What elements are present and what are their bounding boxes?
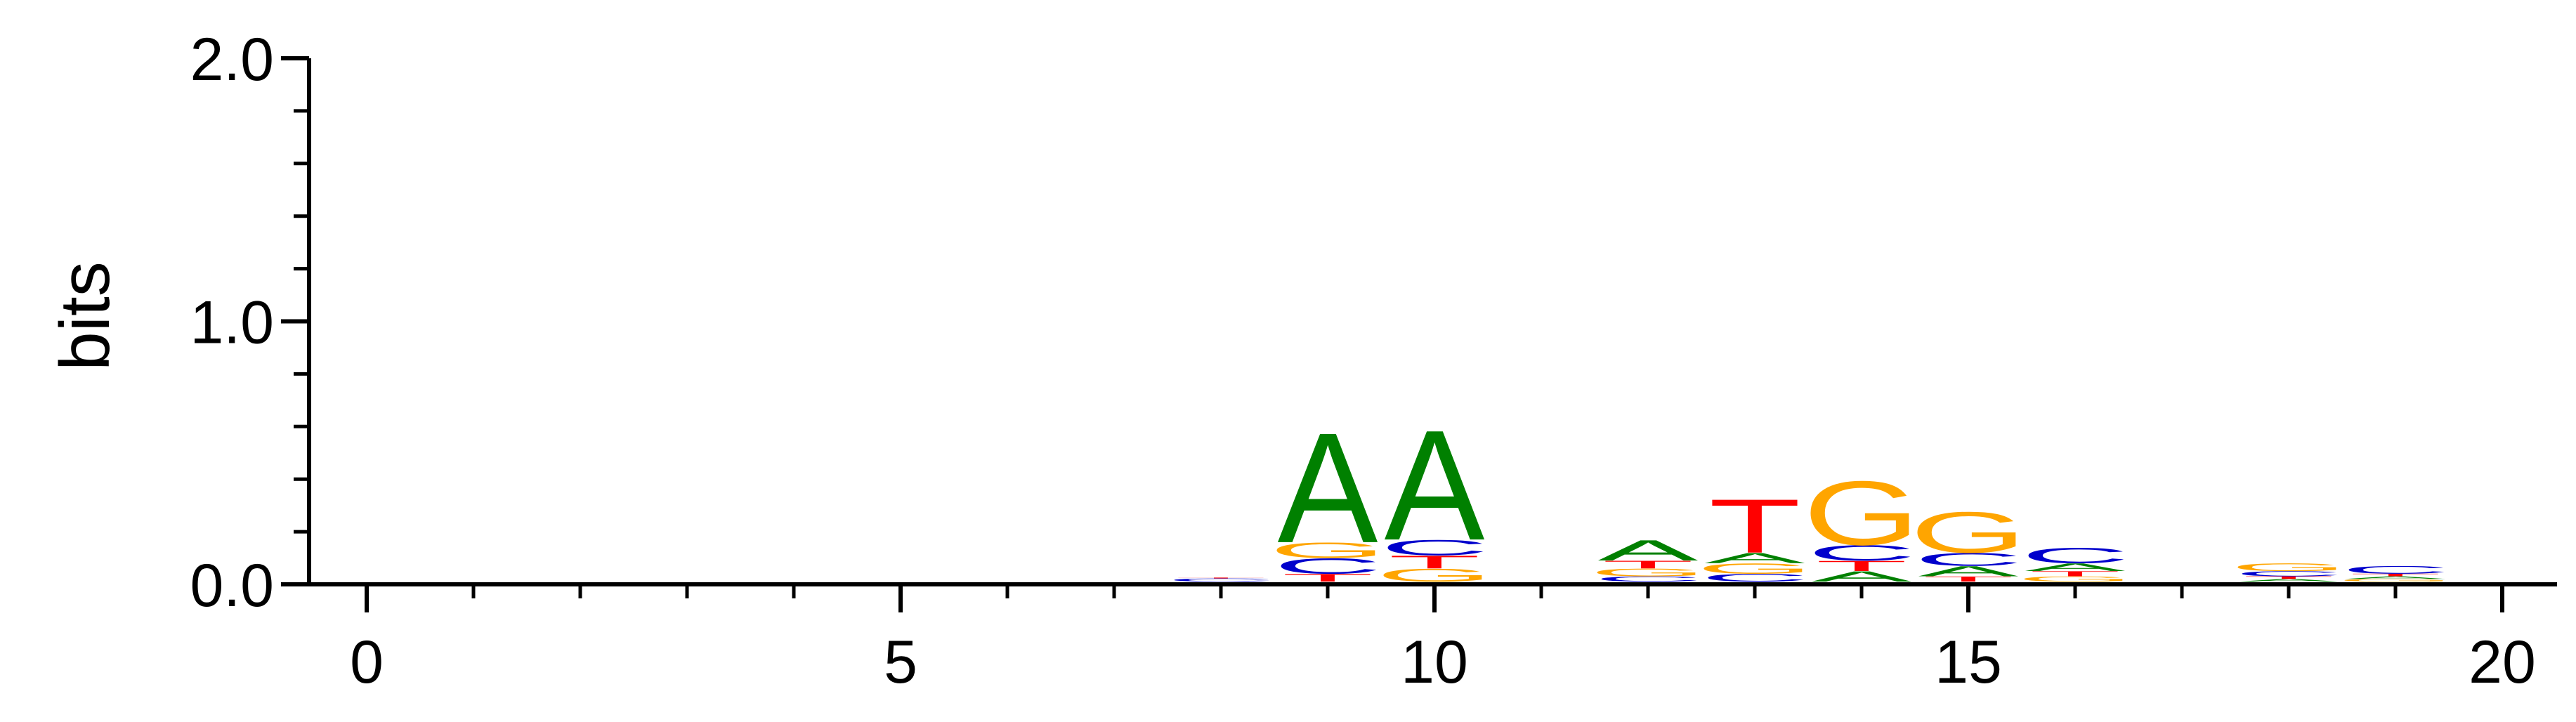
logo-letter-t: T <box>1602 558 1694 570</box>
logo-letter-t: T <box>1923 575 2015 584</box>
logo-letter-a: A <box>2239 578 2339 582</box>
x-tick-label: 0 <box>350 629 384 696</box>
logo-letter-a: A <box>1705 550 1806 566</box>
logo-letter-a: A <box>1918 563 2020 579</box>
y-tick-label: 2.0 <box>190 26 274 93</box>
logo-letter-a: A <box>2346 576 2446 580</box>
logo-letter-g: G <box>2230 561 2348 573</box>
logo-letter-c: C <box>1594 575 1703 584</box>
logo-letter-g: G <box>1696 560 1814 577</box>
logo-letter-a: A <box>2025 561 2126 573</box>
logo-letter-t: T <box>2243 576 2335 580</box>
logo-letter-g: G <box>1803 462 1921 564</box>
x-tick-label: 5 <box>884 629 917 696</box>
logo-letter-c: C <box>1701 572 1810 584</box>
x-tick-label: 15 <box>1935 629 2002 696</box>
logo-letter-g: G <box>1910 500 2027 565</box>
x-tick-label: 10 <box>1401 629 1468 696</box>
y-axis-title: bits <box>46 261 124 371</box>
logo-letter-c: C <box>2341 564 2450 576</box>
logo-letter-g: G <box>1376 565 1493 586</box>
logo-letter-c: C <box>2021 544 2130 568</box>
axes: 0.0 1.0 2.0 0 5 10 15 20 <box>190 26 2557 696</box>
logo-letter-t: T <box>2350 573 2442 577</box>
logo-letter-c: C <box>1914 549 2023 570</box>
logo-letter-t: T <box>1816 558 1908 574</box>
logo-letter-t: T <box>2029 570 2121 578</box>
logo-letter-c: C <box>1167 577 1276 582</box>
x-tick-label: 20 <box>2469 629 2536 696</box>
logo-letter-t: T <box>1709 484 1801 570</box>
y-tick-label: 0.0 <box>190 552 274 619</box>
logo-letter-c: C <box>1807 541 1916 565</box>
logo-letter-g: G <box>2017 575 2134 584</box>
logo-letter-c: C <box>1274 554 1382 579</box>
logo-letter-t: T <box>1282 572 1374 584</box>
logo-letter-t: T <box>1389 552 1481 572</box>
logo-letter-t: T <box>1175 577 1267 579</box>
logo-letter-a: A <box>1598 534 1699 567</box>
logo-letter-c: C <box>2235 570 2343 578</box>
logo-letter-g: G <box>1269 538 1387 563</box>
logo-letter-g: G <box>2337 578 2454 582</box>
y-tick-label: 1.0 <box>190 289 274 357</box>
logo-letter-a: A <box>1385 398 1485 573</box>
logo-letter-g: G <box>1590 567 1707 579</box>
logo-letter-c: C <box>1380 535 1489 560</box>
logo-letter-a: A <box>1812 568 1913 584</box>
logo-letter-a: A <box>1278 401 1378 576</box>
